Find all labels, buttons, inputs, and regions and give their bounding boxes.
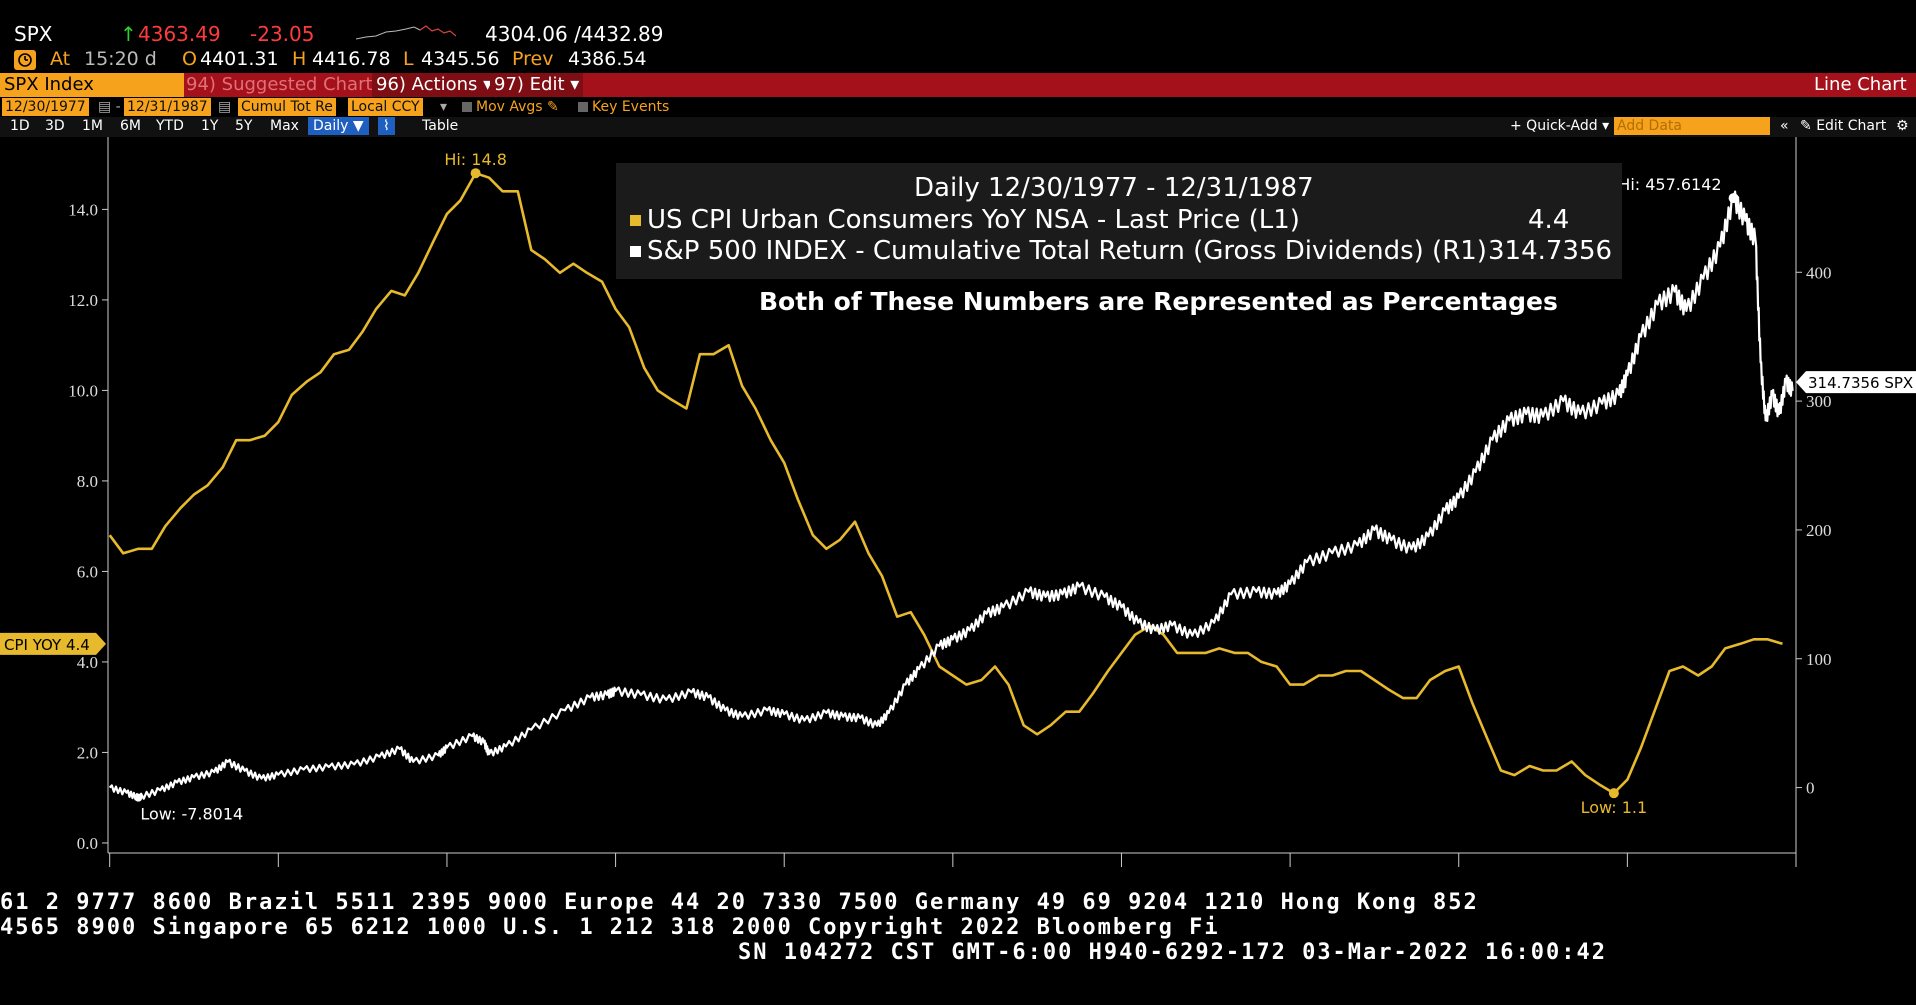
table-button[interactable]: Table [422, 118, 459, 134]
start-date-field[interactable]: 12/30/1977 [2, 98, 89, 116]
gear-icon[interactable]: ⚙ [1896, 118, 1909, 134]
calendar-icon[interactable]: ▤ [218, 99, 232, 115]
price-change: -23.05 [250, 22, 315, 46]
high-value: 4416.78 [312, 48, 391, 70]
right-tick-label: 100 [1806, 650, 1832, 669]
left-tick-label: 4.0 [77, 653, 98, 672]
period-3d[interactable]: 3D [45, 118, 65, 134]
suggested-charts-button[interactable]: 94) Suggested Charts [186, 74, 382, 95]
low-label: L [403, 48, 414, 70]
spx-low-marker [134, 793, 143, 802]
footer-contacts-1: 61 2 9777 8600 Brazil 5511 2395 9000 Eur… [0, 890, 1479, 915]
footer-contacts-2: 4565 8900 Singapore 65 6212 1000 U.S. 1 … [0, 915, 1220, 940]
legend-cpi-value: 4.4 [1528, 205, 1570, 235]
mov-avgs-toggle[interactable]: Mov Avgs ✎ [462, 98, 559, 116]
spx-high-label: Hi: 457.6142 [1618, 175, 1721, 194]
up-arrow-icon: ↑ [120, 22, 137, 46]
collapse-icon[interactable]: « [1780, 118, 1789, 134]
key-events-toggle[interactable]: Key Events [578, 98, 669, 116]
chart-settings-bar: 12/30/1977 ▤ - 12/31/1987 ▤ Cumul Tot Re… [0, 98, 1916, 118]
cpi-high-marker [470, 168, 481, 179]
legend-title: Daily 12/30/1977 - 12/31/1987 [914, 173, 1314, 203]
legend-spx: S&P 500 INDEX - Cumulative Total Return … [630, 236, 1487, 266]
chart-type-label: Line Chart [1814, 74, 1907, 95]
left-tick-label: 10.0 [68, 381, 98, 400]
chart-legend: Daily 12/30/1977 - 12/31/1987 US CPI Urb… [616, 163, 1622, 279]
left-tick-label: 0.0 [77, 834, 98, 853]
day-range: 4304.06 /4432.89 [485, 22, 664, 46]
at-label: At [50, 48, 71, 70]
frequency-dropdown[interactable]: Daily ▼ [308, 117, 369, 135]
ticker-symbol: SPX [14, 22, 53, 46]
open-label: O [182, 48, 197, 70]
right-tick-label: 300 [1806, 392, 1832, 411]
quick-add-button[interactable]: + Quick-Add ▾ [1510, 118, 1610, 134]
period-toolbar: 1D 3D 1M 6M YTD 1Y 5Y Max Daily ▼ ⌇ Tabl… [0, 117, 1916, 137]
high-label: H [292, 48, 307, 70]
spx-line [108, 190, 1794, 801]
cpi-low-marker [1608, 788, 1619, 799]
end-date-field[interactable]: 12/31/1987 [124, 98, 211, 116]
cpi-high-label: Hi: 14.8 [444, 150, 507, 169]
clock-icon[interactable] [14, 50, 36, 70]
right-tick-label: 400 [1806, 263, 1832, 282]
cpi-low-label: Low: 1.1 [1581, 798, 1648, 817]
currency-selector[interactable]: Local CCY [348, 98, 423, 116]
right-tick-label: 0 [1806, 779, 1815, 798]
chart-annotation: Both of These Numbers are Represented as… [759, 287, 1558, 316]
period-6m[interactable]: 6M [120, 118, 141, 134]
period-1d[interactable]: 1D [10, 118, 30, 134]
field-selector[interactable]: Cumul Tot Re [238, 98, 336, 116]
chart-style-icon[interactable]: ⌇ [378, 117, 395, 135]
left-tick-label: 12.0 [68, 291, 98, 310]
left-tick-label: 8.0 [77, 472, 98, 491]
edit-menu[interactable]: 97) Edit ▾ [490, 73, 584, 97]
spx-last-tag [1796, 371, 1916, 394]
period-max[interactable]: Max [270, 118, 299, 134]
security-field[interactable]: SPX Index [0, 73, 184, 97]
spx-last-tag-label: 314.7356 SPX [1808, 374, 1913, 392]
quote-time: 15:20 d [84, 48, 157, 70]
cpi-last-tag [0, 632, 106, 655]
legend-spx-value: 314.7356 [1488, 236, 1613, 266]
line-chart: 0.0 2.0 4.0 6.0 8.0 10.0 12.0 14.0 0 100 200 300 400… [0, 137, 1916, 867]
edit-chart-button[interactable]: ✎ Edit Chart [1800, 118, 1887, 134]
last-price: 4363.49 [138, 22, 221, 46]
left-tick-label: 6.0 [77, 562, 98, 581]
spx-high-marker [1728, 193, 1739, 204]
function-menu-bar: SPX Index 94) Suggested Charts 96) Actio… [0, 73, 1916, 97]
add-data-input[interactable]: Add Data [1614, 117, 1770, 135]
open-value: 4401.31 [200, 48, 279, 70]
chevron-down-icon[interactable]: ▾ [440, 99, 448, 115]
left-tick-label: 14.0 [68, 200, 98, 219]
left-tick-label: 2.0 [77, 743, 98, 762]
cpi-last-tag-label: CPI YOY 4.4 [4, 636, 90, 654]
period-1m[interactable]: 1M [82, 118, 103, 134]
period-1y[interactable]: 1Y [201, 118, 219, 134]
period-ytd[interactable]: YTD [156, 118, 184, 134]
legend-cpi: US CPI Urban Consumers YoY NSA - Last Pr… [630, 205, 1300, 235]
low-value: 4345.56 [421, 48, 500, 70]
actions-menu[interactable]: 96) Actions ▾ [372, 73, 497, 97]
right-tick-label: 200 [1806, 521, 1832, 540]
period-5y[interactable]: 5Y [235, 118, 253, 134]
spx-low-label: Low: -7.8014 [140, 805, 243, 824]
prev-value: 4386.54 [568, 48, 647, 70]
cpi-line [108, 171, 1783, 795]
sparkline-icon [355, 22, 457, 42]
calendar-icon[interactable]: ▤ - [98, 99, 121, 115]
footer-session: SN 104272 CST GMT-6:00 H940-6292-172 03-… [738, 940, 1607, 965]
prev-label: Prev [512, 48, 554, 70]
